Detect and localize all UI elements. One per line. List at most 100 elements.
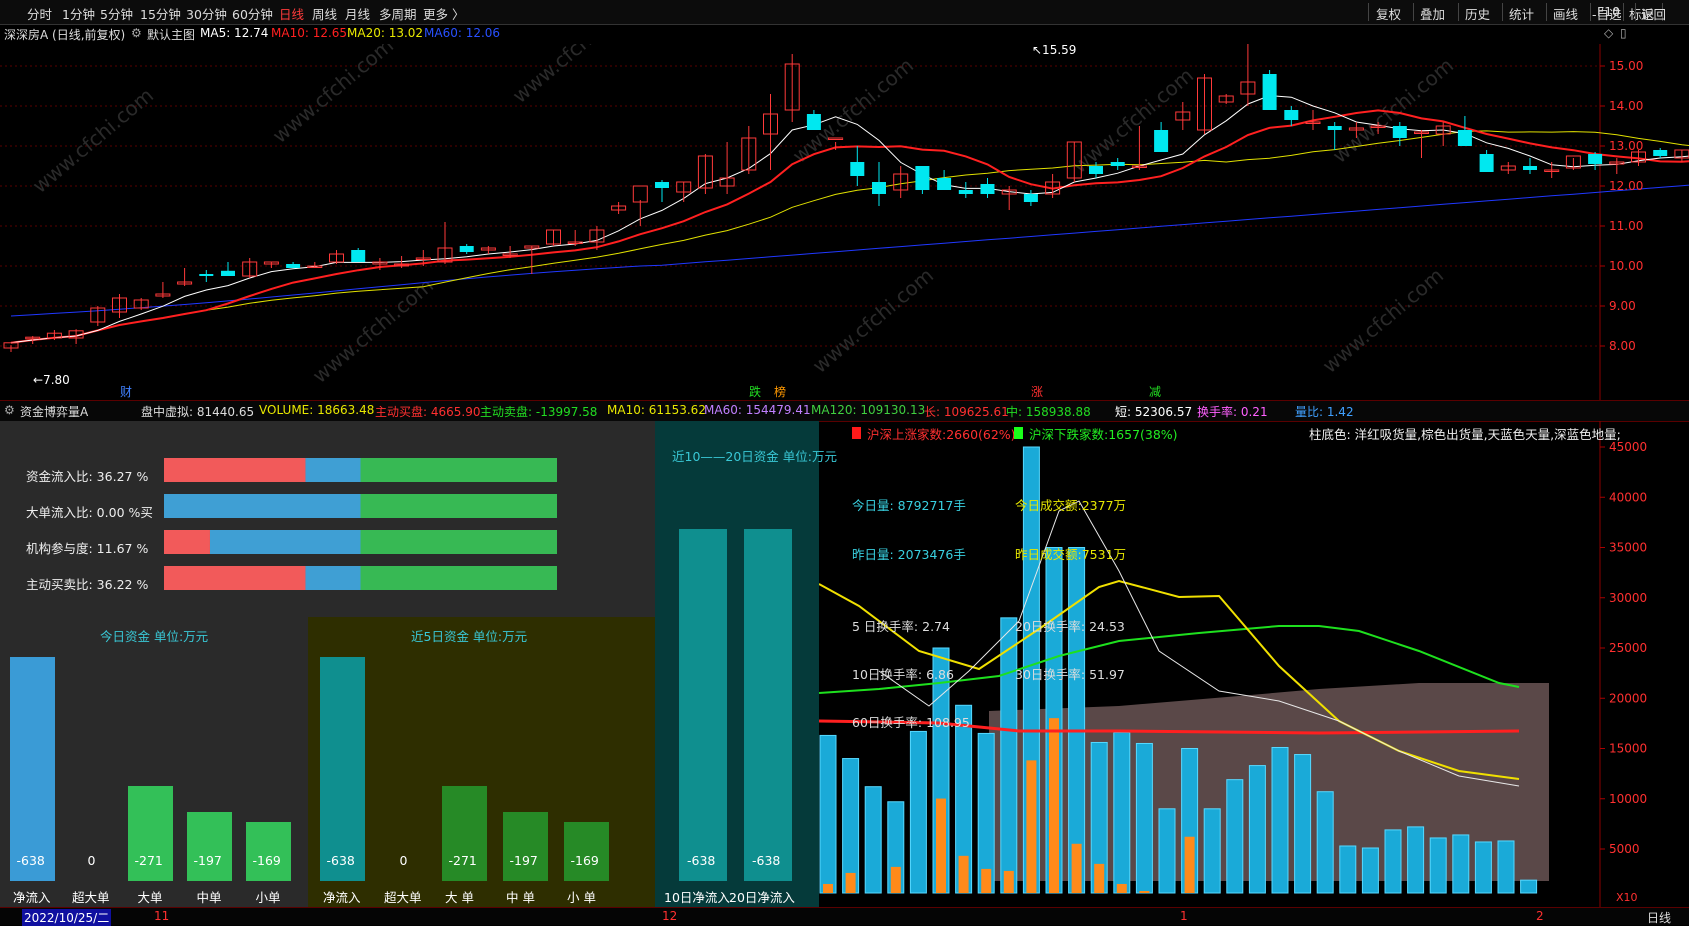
volume-bar	[1384, 829, 1402, 894]
volume-bar	[842, 758, 860, 894]
candle-body	[1284, 110, 1299, 120]
today-panel-title: 今日资金 单位:万元	[100, 629, 209, 644]
event-marker: 减	[1149, 385, 1161, 399]
candle-body	[480, 247, 496, 251]
history-button[interactable]: 历史	[1465, 7, 1491, 22]
candle-body	[828, 137, 844, 140]
ma60-polyline	[10, 184, 1689, 317]
candle-body	[1066, 141, 1082, 179]
candle-body	[546, 229, 561, 245]
self-select-button[interactable]: -自选	[1592, 7, 1622, 22]
candle-body	[697, 155, 713, 189]
fund-bar-label: 超大单	[72, 890, 110, 905]
ratio-green-segment	[360, 566, 557, 590]
tab-30min[interactable]: 30分钟	[186, 7, 227, 22]
fund-bar-value: -197	[193, 853, 222, 868]
volume-bar-inner	[1071, 843, 1082, 893]
draw-line-button[interactable]: 画线	[1553, 7, 1579, 22]
turnover-30d: 30日换手率: 51.97	[1015, 667, 1125, 682]
fund-bar-value: -638	[16, 853, 45, 868]
fund-bar-label: 小 单	[567, 890, 596, 905]
fund-bar-value: -638	[687, 853, 716, 868]
volume-bar-inner	[1003, 870, 1014, 893]
gear-icon[interactable]: ⚙	[131, 26, 142, 40]
candle-body	[1457, 130, 1472, 146]
tab-daily[interactable]: 日线	[279, 7, 305, 22]
volume-bar-inner	[1094, 863, 1105, 893]
fund-bar	[128, 785, 173, 881]
fund-bar	[679, 529, 727, 881]
candle-body	[784, 63, 800, 111]
f10-button[interactable]: F10	[1597, 4, 1621, 19]
candle-body	[286, 264, 301, 268]
candle-body	[741, 137, 757, 171]
month-mark-1: 1	[1180, 909, 1188, 923]
tab-monthly[interactable]: 月线	[345, 7, 371, 22]
overlay-button[interactable]: 叠加	[1420, 7, 1446, 22]
gear-icon[interactable]: ⚙	[4, 403, 15, 417]
tab-weekly[interactable]: 周线	[312, 7, 338, 22]
ratio-label-active-trade: 主动买卖比: 36.22 %	[26, 577, 149, 592]
price-tick-label: 8.00	[1609, 339, 1636, 353]
price-tick-label: 10.00	[1609, 259, 1643, 273]
candle-body	[1023, 194, 1038, 202]
today-funds-panel: 今日资金 单位:万元 -638 净流入 0 超大单 -271 大单 -197 中单 -169 小单	[0, 617, 308, 907]
volume-bar-inner	[1026, 760, 1037, 893]
statistics-button[interactable]: 统计	[1509, 7, 1535, 22]
white-line	[878, 500, 1520, 787]
fund-bar-value: -271	[448, 853, 477, 868]
short-value: 短: 52306.57	[1115, 405, 1193, 419]
candle-body	[1523, 166, 1537, 170]
candle-body	[632, 185, 648, 203]
tab-60min[interactable]: 60分钟	[232, 7, 273, 22]
candle-body	[112, 297, 127, 313]
volume-bar	[1407, 826, 1425, 894]
price-axis: 15.00 14.00 13.00 12.00 11.00 10.00 9.00 8.00	[1600, 59, 1643, 353]
month-mark-11: 11	[154, 909, 170, 923]
volume-bar-inner	[958, 855, 969, 893]
adjust-button[interactable]: 复权	[1376, 7, 1402, 22]
candle-body	[263, 261, 279, 265]
volume-bar	[1429, 837, 1447, 894]
candle-body	[1305, 121, 1321, 124]
tab-15min[interactable]: 15分钟	[140, 7, 181, 22]
candles	[3, 44, 1689, 352]
candle-body	[46, 332, 62, 339]
volume-axis-unit: X10	[1616, 891, 1638, 904]
ratio-green-segment	[360, 458, 557, 482]
price-tick-label: 13.00	[1609, 139, 1643, 153]
tab-timeshare[interactable]: 分时	[27, 7, 53, 22]
tab-1min[interactable]: 1分钟	[62, 7, 95, 22]
candle-body	[459, 246, 474, 252]
diamond-icon[interactable]: ◇	[1604, 26, 1614, 40]
volume-bar	[1474, 841, 1492, 894]
indicator-name[interactable]: 资金博弈量A	[20, 405, 89, 419]
volume-bar	[864, 786, 882, 894]
tab-multi-period[interactable]: 多周期	[379, 7, 417, 22]
candlestick-chart[interactable]: www.cfchi.com www.cfchi.com www.cfchi.com w…	[0, 44, 1689, 400]
long-value: 长: 109625.61	[924, 405, 1009, 419]
stock-title: 深深房A (日线,前复权)	[4, 28, 126, 42]
volume-bar	[1203, 808, 1221, 894]
ratio-red-segment	[164, 566, 306, 590]
volume-lines	[819, 500, 1520, 787]
candle-body	[1435, 125, 1451, 135]
candle-body	[1544, 169, 1560, 172]
candle-body	[1565, 155, 1581, 169]
tab-5min[interactable]: 5分钟	[100, 7, 133, 22]
back-button[interactable]: 返回	[1641, 7, 1667, 22]
window-icon[interactable]: ▯	[1620, 26, 1627, 40]
candle-body	[980, 184, 995, 194]
month-mark-2: 2	[1536, 909, 1544, 923]
volume-chart[interactable]: 45000 40000 35000 30000 25000 20000 15000 10000…	[819, 421, 1689, 907]
volume-bar	[1271, 746, 1289, 894]
five-panel-title: 近5日资金 单位:万元	[411, 629, 528, 644]
main-chart-label[interactable]: 默认主图	[147, 28, 196, 42]
tab-more[interactable]: 更多 〉	[423, 7, 465, 22]
fund-bar-label: 超大单	[384, 890, 422, 905]
ratio-bar-inflow	[164, 458, 557, 482]
candle-body	[329, 253, 344, 263]
volume-bar	[1339, 845, 1357, 894]
event-marker: 榜	[774, 384, 786, 399]
candle-body	[567, 241, 583, 244]
